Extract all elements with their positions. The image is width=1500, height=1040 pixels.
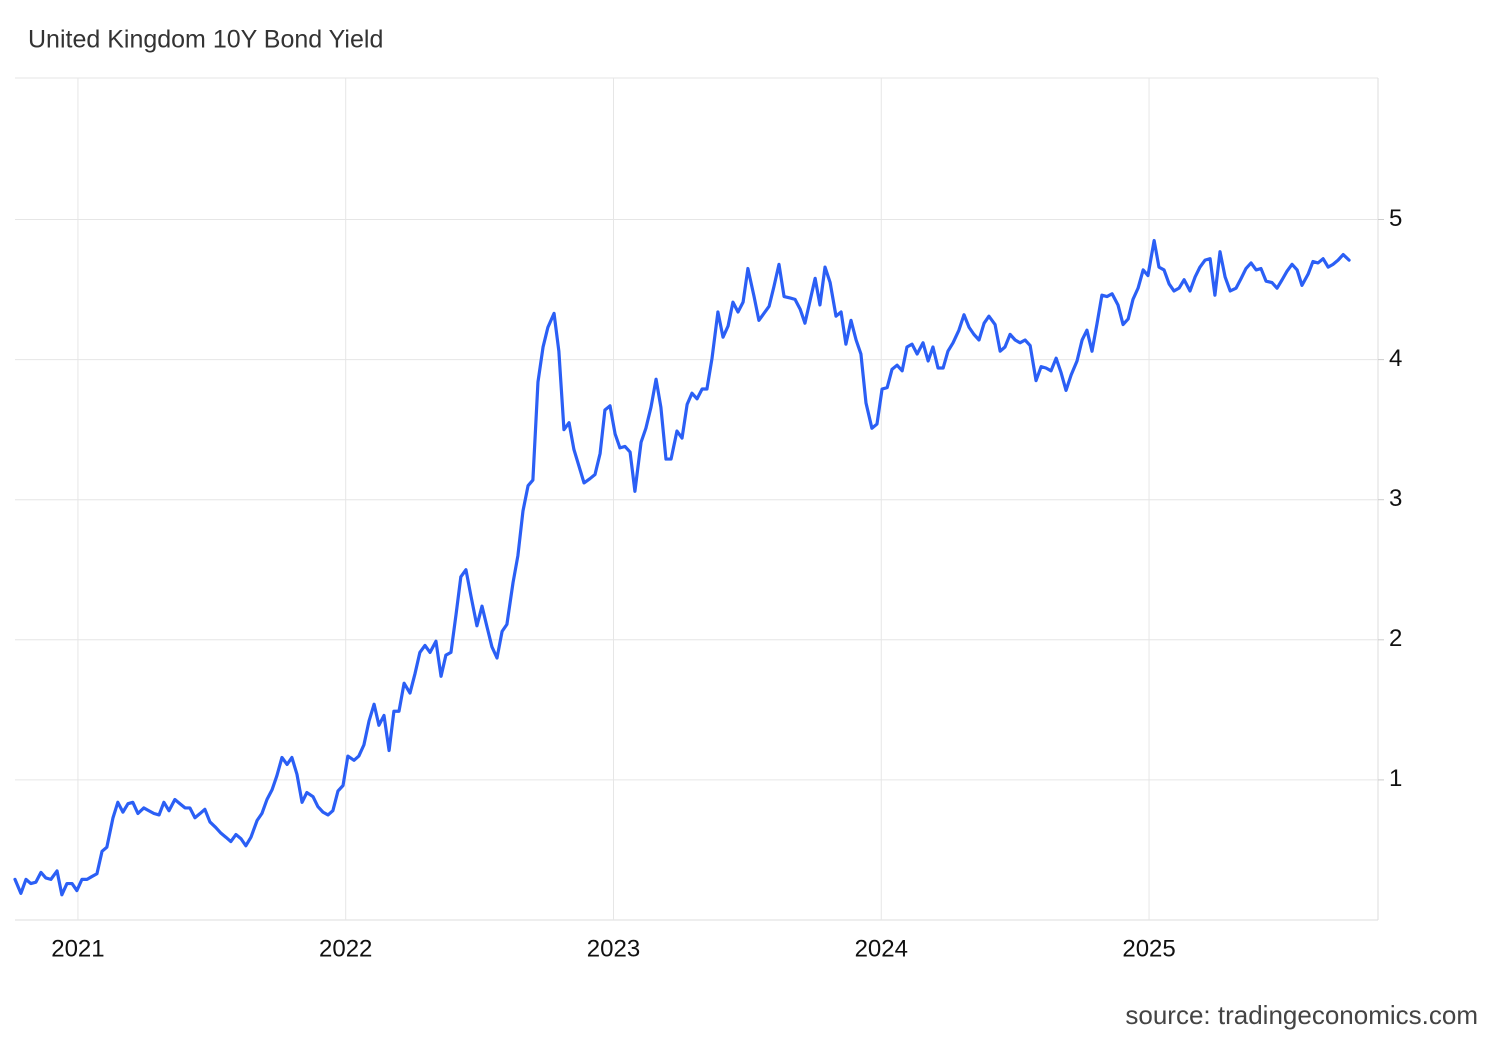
x-tick-label: 2024 [855, 935, 908, 962]
y-tick-label: 3 [1389, 485, 1402, 512]
x-tick-label: 2025 [1122, 935, 1175, 962]
y-tick-label: 1 [1389, 765, 1402, 792]
chart-title: United Kingdom 10Y Bond Yield [28, 26, 383, 54]
y-tick-label: 5 [1389, 205, 1402, 232]
x-tick-label: 2022 [319, 935, 372, 962]
y-tick-label: 4 [1389, 345, 1402, 372]
y-tick-label: 2 [1389, 625, 1402, 652]
data-line [13, 238, 1351, 897]
source-note: source: tradingeconomics.com [1125, 1000, 1478, 1030]
x-tick-label: 2023 [587, 935, 640, 962]
x-tick-label: 2021 [51, 935, 104, 962]
